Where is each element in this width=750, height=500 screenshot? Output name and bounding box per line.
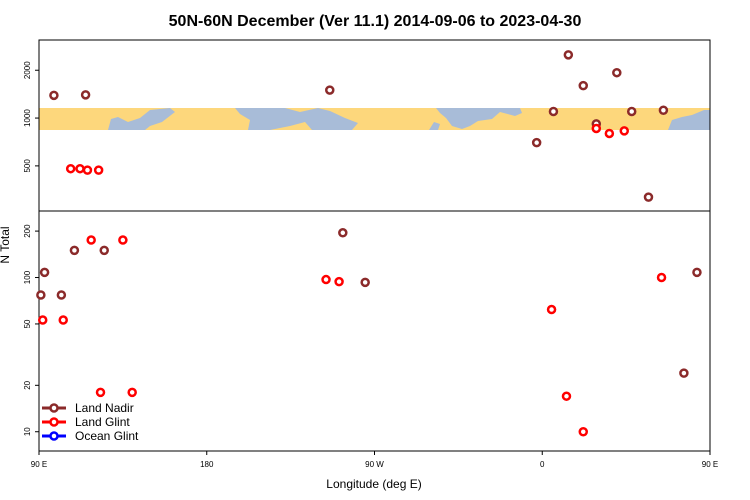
land-nadir-point — [325, 85, 335, 95]
land-nadir-point — [563, 50, 574, 60]
land-nadir-point — [69, 245, 80, 256]
legend-label-ocean-glint: Ocean Glint — [75, 429, 139, 443]
land-glint-point — [578, 426, 589, 437]
land-nadir-point — [692, 267, 702, 278]
land-nadir-point — [578, 80, 589, 91]
bottom-y-tick-label: 200 — [23, 224, 32, 238]
x-tick-label: 180 — [200, 460, 214, 469]
legend-label-land-nadir: Land Nadir — [75, 401, 134, 415]
land-glint-point — [82, 165, 93, 175]
x-axis-label: Longitude (deg E) — [326, 477, 421, 491]
land-glint-point — [604, 128, 615, 139]
legend: Land Nadir Land Glint Ocean Glint — [42, 401, 139, 443]
legend-marker-ocean-glint — [49, 431, 59, 441]
land-glint-point — [656, 272, 667, 283]
bottom-y-tick-label: 50 — [23, 319, 32, 328]
land-glint-point — [591, 123, 602, 134]
x-tick-label: 90 W — [365, 460, 384, 469]
land-glint-point — [334, 276, 344, 287]
world-map-band — [39, 108, 710, 130]
land-nadir-point — [338, 228, 348, 238]
land-nadir-point — [99, 245, 109, 256]
top-y-tick-label: 2000 — [23, 61, 32, 79]
legend-entry-land-glint: Land Glint — [42, 415, 130, 429]
land-glint-point — [75, 163, 85, 174]
land-nadir-point — [626, 106, 637, 117]
top-y-axis: 500 1000 2000 — [23, 61, 39, 173]
bottom-y-tick-label: 20 — [23, 380, 32, 389]
x-tick-label: 0 — [540, 460, 545, 469]
land-nadir-point — [643, 192, 654, 202]
land-glint-point — [58, 315, 68, 325]
y-axis-label: N Total — [0, 226, 12, 263]
data-points — [36, 50, 702, 437]
land-glint-point — [37, 315, 48, 325]
legend-marker-land-glint — [49, 417, 59, 427]
x-tick-label: 90 E — [702, 460, 718, 469]
land-glint-point — [65, 163, 76, 174]
land-glint-point — [86, 235, 96, 245]
land-nadir-point — [36, 290, 46, 300]
land-glint-point — [619, 126, 630, 136]
map-ocean-pacific-east — [668, 110, 710, 130]
legend-label-land-glint: Land Glint — [75, 415, 130, 429]
land-nadir-point — [679, 368, 689, 378]
top-y-tick-label: 1000 — [23, 109, 32, 127]
land-nadir-point — [612, 67, 622, 78]
land-nadir-point — [56, 290, 67, 300]
legend-entry-land-nadir: Land Nadir — [42, 401, 134, 415]
land-glint-point — [321, 274, 331, 285]
bottom-panel-frame — [38, 210, 711, 452]
map-ocean-north-america — [235, 108, 358, 130]
legend-entry-ocean-glint: Ocean Glint — [42, 429, 139, 443]
chart-title: 50N-60N December (Ver 11.1) 2014-09-06 t… — [169, 13, 582, 30]
land-nadir-point — [49, 90, 59, 101]
x-tick-label: 90 E — [31, 460, 47, 469]
land-glint-point — [546, 304, 557, 315]
map-ocean-atlantic — [436, 108, 522, 129]
land-nadir-point — [531, 137, 542, 148]
land-nadir-point — [658, 105, 669, 115]
legend-marker-land-nadir — [49, 403, 59, 413]
land-nadir-point — [360, 277, 370, 288]
land-glint-point — [127, 387, 137, 398]
x-axis: 90 E 180 90 W 0 90 E — [31, 451, 718, 469]
land-glint-point — [561, 391, 572, 401]
top-y-tick-label: 500 — [23, 159, 32, 173]
land-nadir-point — [39, 267, 50, 278]
land-glint-point — [93, 165, 104, 175]
map-land-background — [39, 108, 710, 130]
land-nadir-point — [80, 90, 91, 100]
map-ocean-pacific-west — [108, 108, 175, 130]
map-ocean-island — [429, 122, 440, 130]
bottom-y-axis: 10 20 50 100 200 — [23, 224, 39, 436]
land-glint-point — [95, 387, 106, 398]
bottom-y-tick-label: 100 — [23, 270, 32, 284]
land-nadir-point — [548, 106, 559, 117]
land-glint-point — [118, 235, 128, 245]
bottom-y-tick-label: 10 — [23, 427, 32, 436]
